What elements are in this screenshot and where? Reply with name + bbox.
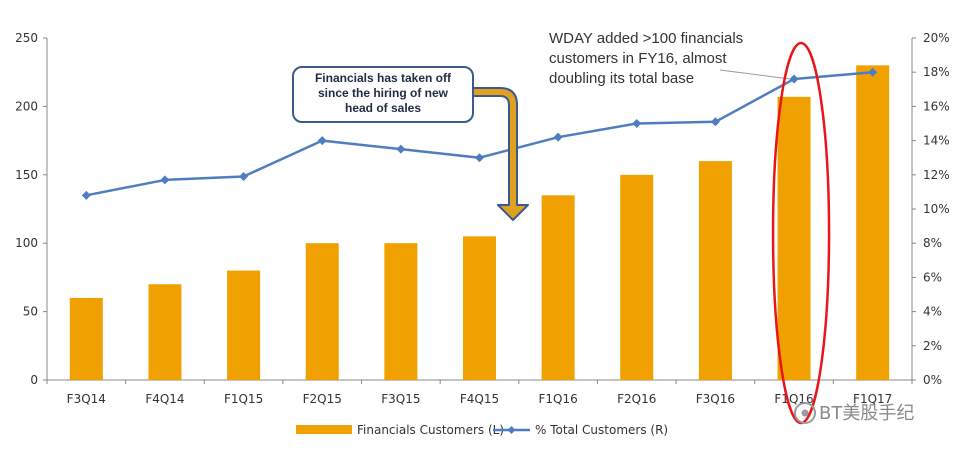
watermark-logo-dot-icon [801, 409, 809, 417]
x-tick-label: F3Q14 [67, 392, 106, 406]
note-line-2: customers in FY16, almost [549, 50, 727, 67]
callout-line-1: Financials has taken off [315, 71, 452, 85]
bar-f3q16 [698, 161, 732, 380]
line-point-f3q15 [396, 144, 406, 154]
line-point-f4q14 [160, 175, 170, 185]
bar-f4q15 [463, 236, 496, 380]
watermark-text: BT美股手纪 [819, 403, 914, 424]
line-point-f2q15 [317, 136, 327, 146]
line-point-f1q15 [239, 172, 249, 182]
legend-bar-label: Financials Customers (L) [357, 423, 504, 437]
watermark-logo-icon [794, 402, 816, 424]
callout-arrow [472, 87, 529, 221]
bar-f3q14 [69, 297, 103, 380]
right-tick-label: 2% [923, 339, 942, 353]
callout-line-3: head of sales [345, 101, 421, 115]
right-tick-label: 18% [923, 65, 950, 79]
bar-f1q16 [777, 96, 811, 380]
left-axis-ticks: 0 50 100 150 200 250 [15, 31, 47, 387]
line-point-f4q15 [475, 153, 484, 163]
x-tick-label: F2Q15 [303, 392, 342, 406]
left-tick-label: 50 [23, 305, 38, 319]
x-tick-label: F3Q16 [696, 392, 735, 406]
right-tick-label: 6% [923, 270, 942, 284]
line-point-f2q16 [632, 119, 642, 128]
right-tick-label: 20% [923, 31, 950, 45]
left-tick-label: 200 [15, 99, 38, 113]
x-tick-label: F3Q15 [381, 392, 420, 406]
bar-f1q15 [227, 270, 261, 380]
line-point-f3q16 [710, 117, 720, 127]
left-tick-label: 250 [15, 31, 38, 45]
line-point-f1q16 [553, 132, 563, 142]
x-tick-label: F1Q16 [539, 392, 578, 406]
note-line-1: WDAY added >100 financials [549, 30, 743, 47]
bar-f2q16 [620, 174, 654, 380]
right-tick-label: 12% [923, 168, 950, 182]
right-tick-label: 8% [923, 236, 942, 250]
x-tick-label: F4Q15 [460, 392, 499, 406]
line-point-f1q17 [868, 67, 878, 77]
right-tick-label: 10% [923, 202, 950, 216]
right-tick-label: 0% [923, 373, 942, 387]
note-leader-line [719, 69, 791, 80]
line-series [81, 67, 878, 200]
note: WDAY added >100 financials customers in … [549, 30, 791, 87]
callout: Financials has taken off since the hirin… [292, 66, 474, 123]
x-tick-label: F4Q14 [145, 392, 184, 406]
x-axis-ticks: F3Q14 F4Q14 F1Q15 F2Q15 F3Q15 F4Q15 F1Q16 F2Q16… [46, 380, 913, 406]
x-tick-label: F1Q15 [224, 392, 263, 406]
legend: Financials Customers (L) % Total Custome… [296, 423, 668, 437]
watermark: BT美股手纪 [794, 402, 914, 424]
x-tick-label: F1Q17 [853, 392, 892, 406]
bar-f1q16 [541, 195, 575, 380]
bar-f2q15 [305, 243, 339, 380]
legend-line-label: % Total Customers (R) [535, 423, 668, 437]
bar-series [69, 65, 890, 381]
right-axis-ticks: 0% 2% 4% 6% 8% 10% 12% 14% 16% 18% 20% [912, 31, 950, 387]
x-tick-label: F2Q16 [617, 392, 656, 406]
bar-f3q15 [384, 243, 418, 380]
line-point-f3q14 [81, 190, 91, 200]
right-tick-label: 14% [923, 134, 950, 148]
left-tick-label: 100 [15, 236, 38, 250]
right-tick-label: 16% [923, 99, 950, 113]
arrow-icon [472, 87, 529, 221]
line-point-f1q16 [789, 74, 799, 84]
bar-f4q14 [148, 284, 182, 380]
note-line-3: doubling its total base [549, 70, 694, 87]
bar-f1q17 [856, 65, 890, 381]
legend-bar-swatch [296, 425, 352, 434]
callout-line-2: since the hiring of new [318, 86, 449, 100]
left-tick-label: 0 [30, 373, 38, 387]
left-tick-label: 150 [15, 168, 38, 182]
legend-marker-icon [507, 426, 516, 434]
right-tick-label: 4% [923, 305, 942, 319]
